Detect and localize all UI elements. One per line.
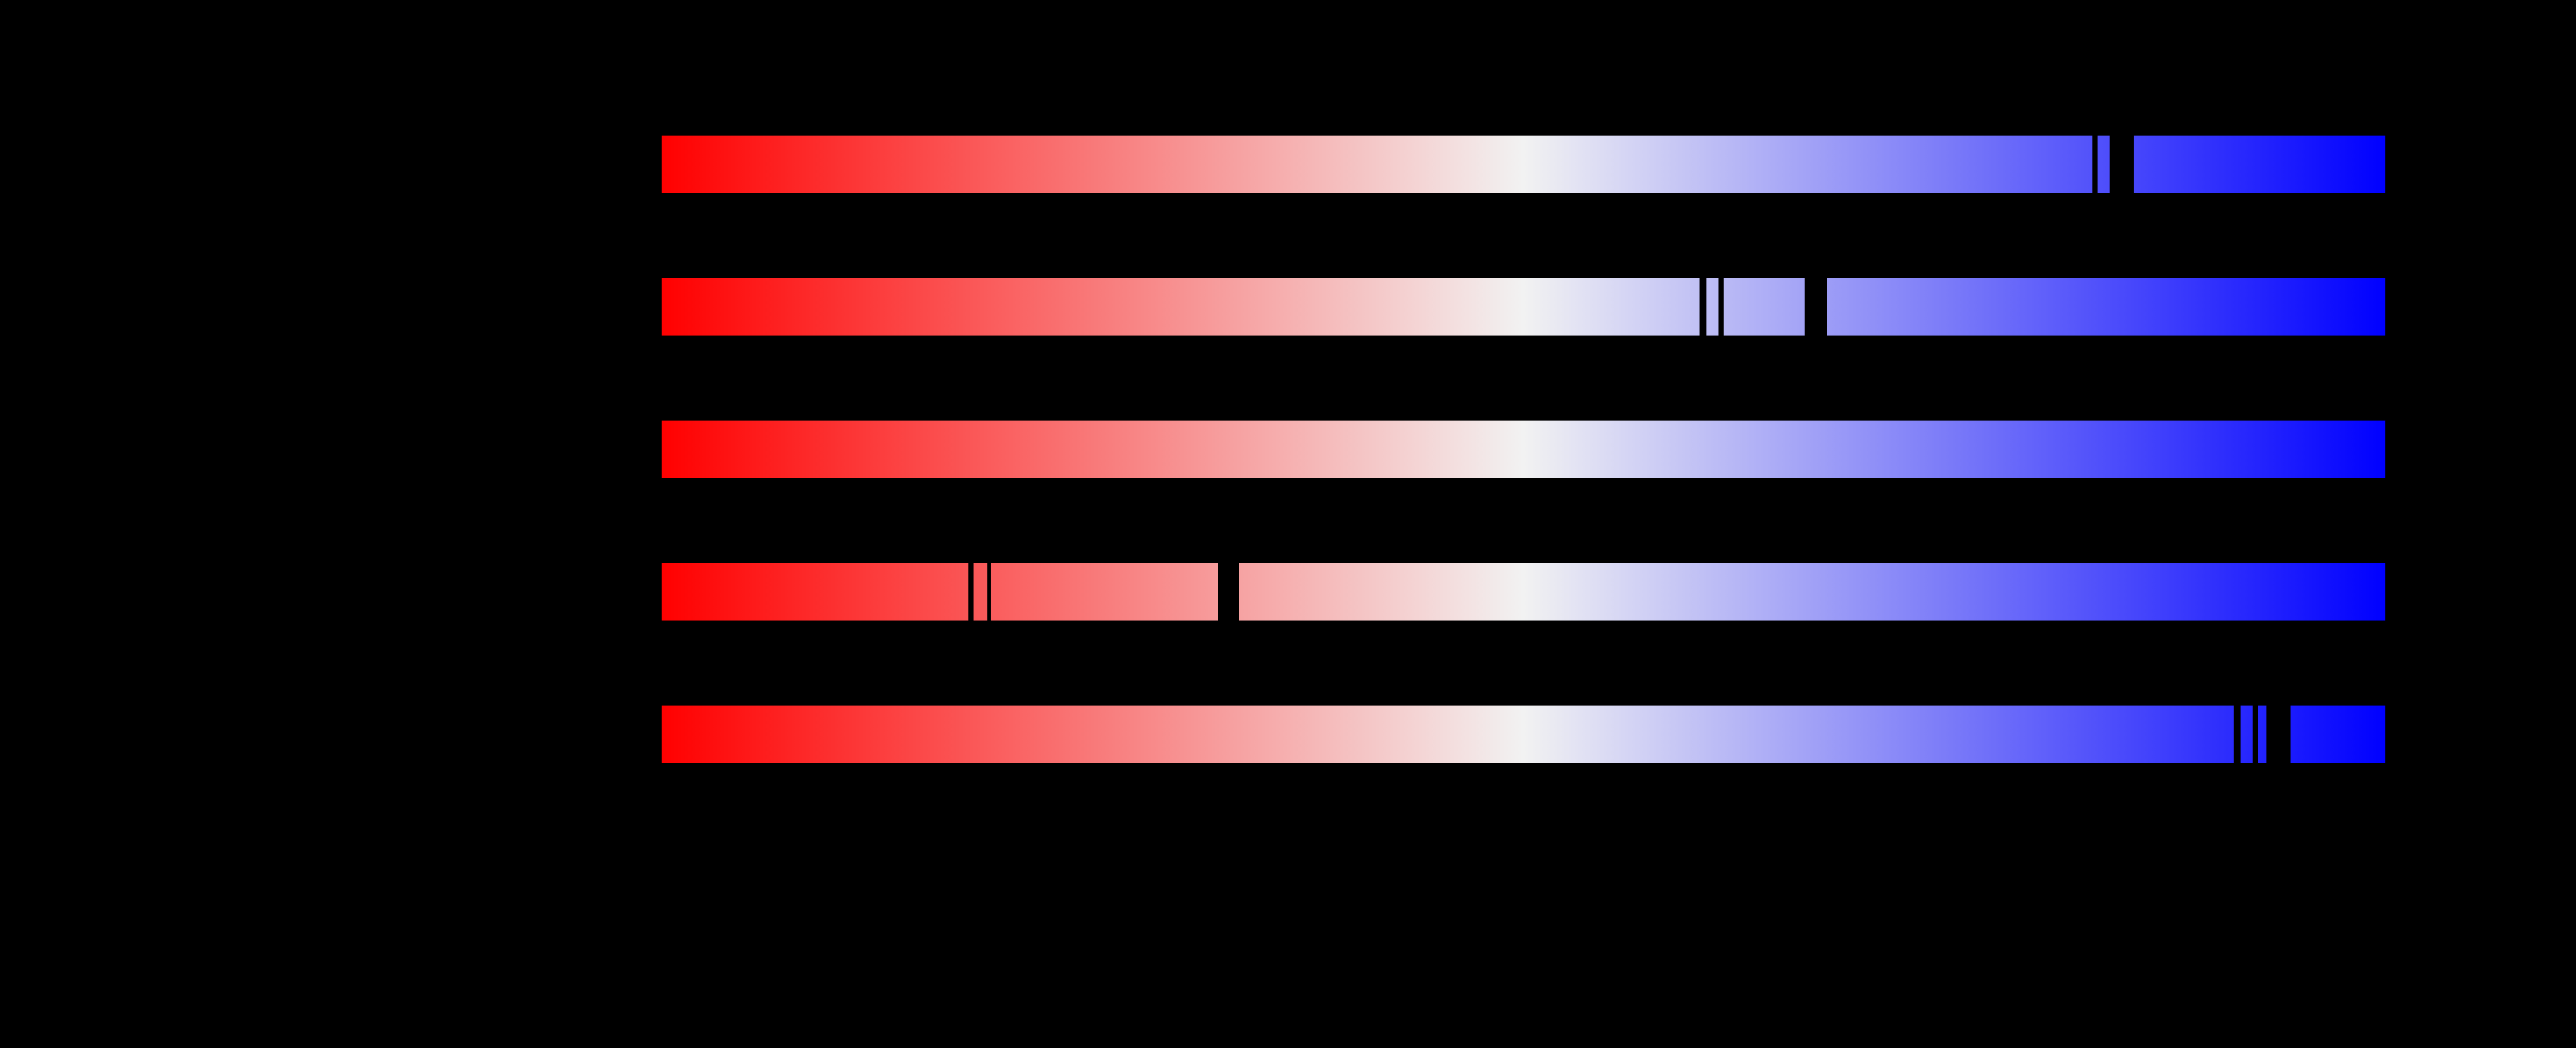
color-ramp <box>2133 136 2385 193</box>
color-ramp <box>662 421 2385 478</box>
colorbar-segment <box>1826 278 2385 336</box>
color-ramp <box>662 278 1700 336</box>
colorbar-segment <box>974 563 988 621</box>
colorbar-segment <box>2240 706 2253 763</box>
color-ramp <box>1706 278 1718 336</box>
colorbar-row <box>662 278 2385 336</box>
colorbar-segment <box>662 706 2234 763</box>
color-ramp <box>2240 706 2253 763</box>
color-ramp <box>2097 136 2110 193</box>
colorbar-segment <box>2133 136 2385 193</box>
colorbar-segment <box>662 563 969 621</box>
colorbar-segment <box>662 421 2385 478</box>
colorbar-segment <box>1706 278 1718 336</box>
color-ramp <box>662 706 2234 763</box>
color-ramp <box>1723 278 1805 336</box>
colorbar-row <box>662 706 2385 763</box>
colorbar-row <box>662 421 2385 478</box>
colorbar-segment <box>662 136 2092 193</box>
color-ramp <box>662 136 2092 193</box>
colorbar-segment <box>1239 563 2385 621</box>
color-ramp <box>2290 706 2385 763</box>
colorbar-segment <box>991 563 1219 621</box>
colorbar-segment <box>1723 278 1805 336</box>
color-ramp <box>1826 278 2385 336</box>
colorbar-segment <box>2257 706 2266 763</box>
color-ramp <box>991 563 1219 621</box>
color-ramp <box>2257 706 2266 763</box>
color-ramp <box>1239 563 2385 621</box>
color-ramp <box>662 563 969 621</box>
colorbar-row <box>662 563 2385 621</box>
color-ramp <box>974 563 988 621</box>
colorbar-segment <box>2097 136 2110 193</box>
colorbar-segment <box>2290 706 2385 763</box>
colorbar-segment <box>662 278 1700 336</box>
colorbar-row <box>662 136 2385 193</box>
